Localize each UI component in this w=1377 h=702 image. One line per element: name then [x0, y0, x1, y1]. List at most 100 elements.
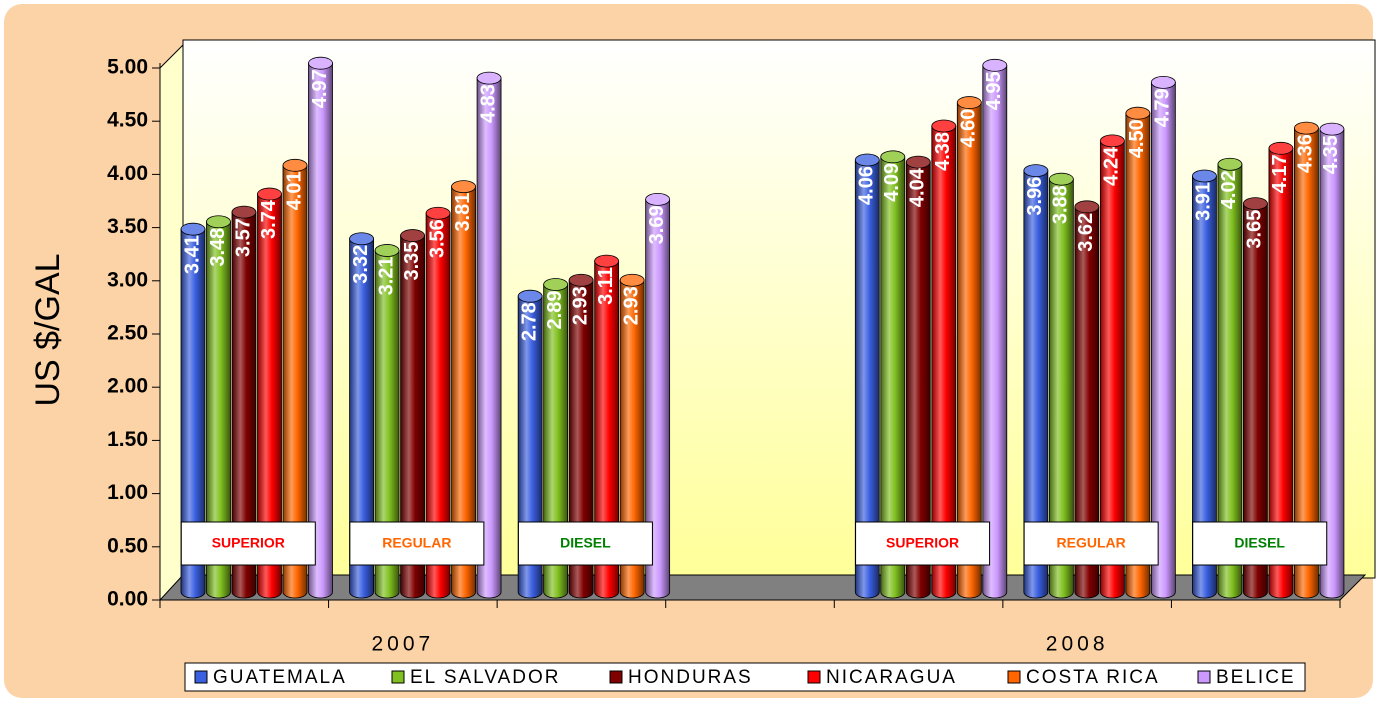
value-label: 4.60 [958, 109, 980, 148]
value-label: 4.35 [1320, 135, 1342, 174]
value-label: 3.35 [401, 242, 423, 281]
bar [1319, 128, 1345, 599]
value-label: 3.65 [1244, 210, 1266, 249]
y-tick-label: 2.00 [107, 375, 148, 398]
bar-top [880, 150, 906, 164]
bar [476, 77, 502, 599]
value-label: 4.95 [983, 71, 1005, 110]
floor [158, 574, 1367, 601]
value-label: 4.50 [1126, 119, 1148, 158]
bar [645, 198, 671, 599]
bar-top [425, 206, 451, 220]
y-tick-label: 5.00 [107, 56, 148, 79]
y-tick-label: 1.50 [107, 428, 148, 451]
legend-label: GUATEMALA [213, 667, 347, 688]
bar [1099, 140, 1125, 599]
bar [1125, 112, 1151, 599]
bar [374, 250, 400, 599]
bar-top [1125, 106, 1151, 120]
bar-top [982, 58, 1008, 72]
category-box [1023, 521, 1159, 566]
bar-top [451, 180, 476, 194]
bar [1023, 170, 1049, 599]
value-label: 4.83 [477, 84, 499, 123]
bar-top [1074, 200, 1100, 214]
bar-top [931, 119, 957, 133]
value-label: 2.78 [518, 302, 540, 341]
value-label: 4.24 [1101, 146, 1123, 186]
category-label: DIESEL [560, 535, 611, 551]
bar [931, 125, 957, 599]
bar [1243, 203, 1268, 599]
value-label: 4.36 [1295, 134, 1317, 173]
bar [1217, 163, 1243, 599]
value-label: 3.32 [350, 245, 372, 284]
bar-top [543, 278, 569, 291]
value-label: 3.56 [426, 219, 448, 258]
bar-top [905, 155, 931, 169]
y-tick-label: 0.50 [107, 534, 148, 557]
bar [451, 186, 476, 599]
bar [905, 161, 931, 599]
bar [206, 221, 231, 599]
y-tick-label: 4.00 [107, 162, 148, 185]
bar [425, 212, 451, 599]
value-label: 3.74 [258, 199, 280, 239]
bar-top [1319, 122, 1345, 136]
value-label: 3.48 [207, 228, 229, 267]
value-label: 3.96 [1024, 177, 1046, 216]
y-tick-label: 1.00 [107, 481, 148, 504]
bar [568, 279, 594, 599]
bar-top [257, 187, 282, 201]
bar-top [1243, 197, 1268, 211]
bar [1048, 178, 1074, 599]
category-label: REGULAR [382, 535, 451, 551]
bar-top [956, 96, 982, 109]
bar-top [374, 244, 400, 257]
y-tick-label: 2.50 [107, 322, 148, 345]
bar-top [1217, 157, 1243, 171]
legend [184, 662, 1306, 692]
bar [1294, 127, 1319, 599]
value-label: 4.38 [932, 132, 954, 171]
legend-label: NICARAGUA [826, 667, 957, 688]
category-label: REGULAR [1057, 535, 1126, 551]
side-wall [159, 43, 184, 602]
legend-swatch [391, 670, 405, 684]
bar-top [1048, 172, 1074, 186]
category-label: DIESEL [1234, 535, 1285, 551]
value-label: 4.01 [283, 171, 305, 210]
value-label: 4.04 [907, 167, 929, 207]
value-label: 4.09 [881, 163, 903, 202]
bar [257, 193, 282, 599]
bar [231, 211, 257, 599]
value-label: 3.81 [452, 193, 474, 232]
legend-label: EL SALVADOR [410, 667, 560, 688]
legend-swatch [194, 670, 208, 684]
legend-swatch [1007, 670, 1021, 684]
bar [308, 62, 333, 599]
category-label: SUPERIOR [212, 535, 285, 551]
bar-top [1099, 134, 1125, 148]
group-label: 2008 [1046, 633, 1109, 656]
bar [1192, 175, 1217, 599]
value-label: 2.89 [544, 291, 566, 330]
category-box [180, 521, 316, 566]
bar-top [1268, 141, 1294, 155]
group-label: 2007 [371, 633, 434, 656]
bar-top [308, 56, 333, 70]
value-label: 4.06 [856, 166, 878, 205]
value-label: 4.97 [309, 69, 331, 108]
value-label: 3.69 [646, 205, 668, 244]
value-label: 3.91 [1193, 182, 1215, 221]
value-label: 3.41 [181, 235, 203, 274]
bar-top [517, 289, 543, 303]
category-box [517, 521, 653, 566]
bar [956, 102, 982, 599]
legend-label: HONDURAS [628, 667, 753, 688]
bar-top [568, 273, 594, 287]
bar [880, 156, 906, 599]
value-label: 4.79 [1152, 88, 1174, 127]
bar [349, 238, 374, 599]
